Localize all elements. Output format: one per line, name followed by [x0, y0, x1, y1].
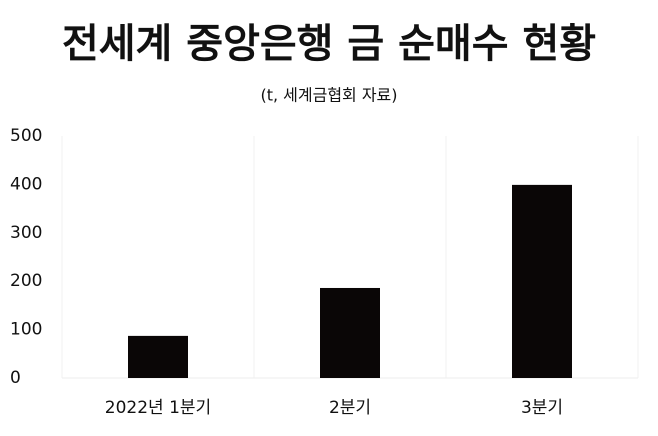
y-tick-label: 0	[10, 368, 21, 388]
chart-subtitle: (t, 세계금협회 자료)	[260, 86, 397, 105]
y-tick-label: 100	[10, 320, 42, 340]
y-tick-label: 400	[10, 174, 42, 194]
y-tick-label: 300	[10, 223, 42, 243]
x-tick-label: 2022년 1분기	[105, 398, 211, 418]
y-tick-label: 500	[10, 126, 42, 146]
x-tick-label: 2분기	[329, 398, 371, 418]
chart-title: 전세계 중앙은행 금 순매수 현황	[62, 21, 596, 67]
bar	[320, 287, 380, 378]
bar	[128, 335, 188, 378]
bar	[512, 184, 572, 378]
x-tick-label: 3분기	[521, 398, 563, 418]
y-tick-label: 200	[10, 271, 42, 291]
